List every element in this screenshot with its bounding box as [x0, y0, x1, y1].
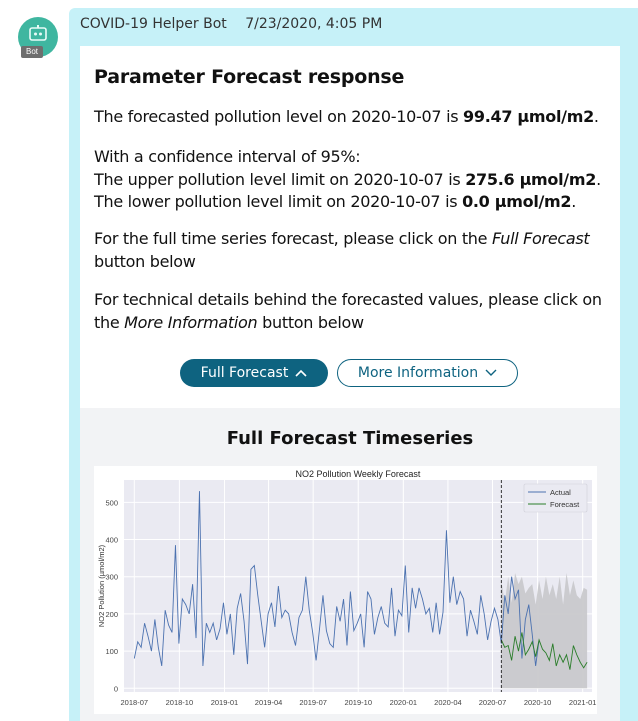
more-info-em: More Information	[124, 312, 258, 332]
x-tick-label: 2019-10	[344, 698, 372, 707]
x-tick-label: 2020-04	[434, 698, 462, 707]
more-info-text-2: button below	[262, 312, 364, 332]
x-tick-label: 2020-01	[390, 698, 418, 707]
message-timestamp: 7/23/2020, 4:05 PM	[245, 16, 383, 32]
y-tick-label: 400	[105, 536, 118, 545]
legend-box	[523, 483, 588, 513]
card-title: Parameter Forecast response	[94, 66, 405, 88]
chart-heading: Full Forecast Timeseries	[226, 428, 474, 449]
y-axis-label: NO2 Pollution (µmol/m2)	[97, 544, 106, 627]
forecast-text: The forecasted pollution level on 2020-1…	[94, 107, 459, 126]
y-tick-label: 200	[105, 610, 118, 619]
x-tick-label: 2019-04	[255, 698, 283, 707]
chart-title: NO2 Pollution Weekly Forecast	[296, 469, 421, 479]
y-tick-label: 500	[105, 498, 118, 507]
adaptive-card: Parameter Forecast response The forecast…	[80, 46, 620, 721]
full-forecast-text-2: button below	[94, 251, 196, 271]
full-forecast-text-1: For the full time series forecast, pleas…	[94, 229, 488, 248]
sender-name: COVID-19 Helper Bot	[80, 16, 227, 32]
x-tick-label: 2019-01	[211, 698, 239, 707]
more-information-button[interactable]: More Information	[337, 359, 518, 387]
full-forecast-button[interactable]: Full Forecast	[180, 359, 328, 387]
actual-series-line	[133, 491, 540, 667]
confidence-band	[501, 572, 588, 689]
x-tick-label: 2018-07	[121, 698, 149, 707]
ci-intro: With a confidence interval of 95%:	[94, 147, 361, 166]
x-tick-label: 2020-07	[479, 698, 507, 707]
full-forecast-paragraph: For the full time series forecast, pleas…	[94, 228, 609, 273]
full-forecast-panel: Full Forecast Timeseries 0 100 200 300 400 50…	[80, 408, 620, 721]
x-tick-label: 2018-10	[166, 698, 194, 707]
bot-badge: Bot	[21, 46, 43, 58]
legend-actual-label: Actual	[550, 488, 571, 497]
x-tick-label: 2021-01	[569, 698, 597, 707]
forecast-series-line	[500, 632, 588, 670]
x-tick-label: 2020-10	[524, 698, 552, 707]
confidence-paragraph: With a confidence interval of 95%: The u…	[94, 147, 601, 211]
y-tick-label: 100	[105, 647, 118, 656]
forecast-paragraph: The forecasted pollution level on 2020-1…	[94, 107, 599, 126]
message-meta: COVID-19 Helper Bot 7/23/2020, 4:05 PM	[80, 16, 396, 32]
forecast-value: 99.47 µmol/m2	[463, 107, 594, 126]
lower-text: The lower pollution level limit on 2020-…	[94, 192, 458, 211]
bot-icon	[29, 25, 47, 41]
x-tick-label: 2019-07	[299, 698, 327, 707]
upper-text: The upper pollution level limit on 2020-…	[94, 169, 461, 189]
more-information-button-label: More Information	[357, 365, 479, 381]
y-tick-label: 300	[105, 573, 118, 582]
more-info-paragraph: For technical details behind the forecas…	[94, 289, 609, 334]
full-forecast-em: Full Forecast	[491, 229, 590, 248]
chevron-up-icon	[295, 369, 307, 377]
more-info-text-1: For technical details behind the forecas…	[94, 290, 602, 332]
legend-forecast-label: Forecast	[550, 500, 580, 509]
y-tick-label: 0	[114, 684, 118, 693]
upper-value: 275.6 µmol/m2	[465, 169, 597, 189]
lower-value: 0.0 µmol/m2	[462, 192, 572, 211]
forecast-chart: 0 100 200 300 400 500 2018-07 2018-10 2019-01 201…	[94, 466, 597, 714]
chevron-down-icon	[485, 369, 497, 376]
full-forecast-button-label: Full Forecast	[200, 365, 289, 381]
